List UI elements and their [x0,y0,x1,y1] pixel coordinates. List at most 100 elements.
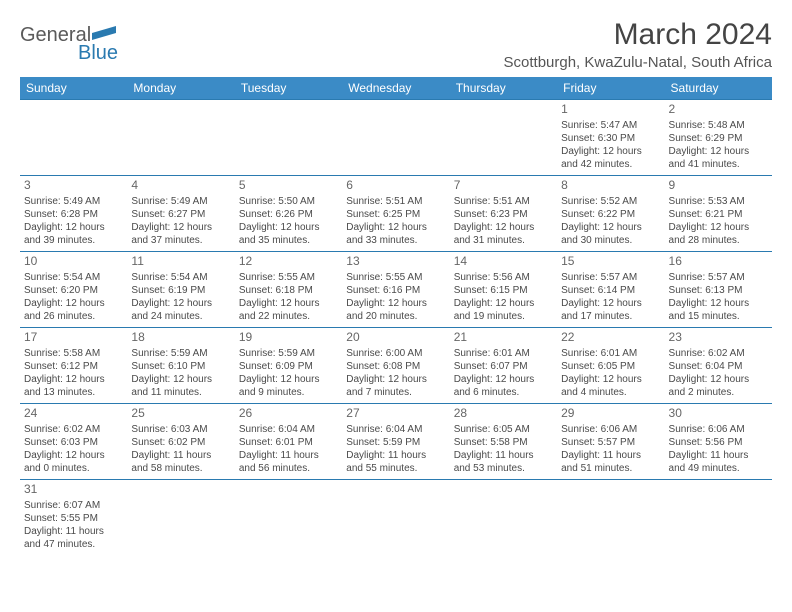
daylight-text: and 51 minutes. [561,462,660,475]
day-number: 12 [239,254,338,270]
sunset-text: Sunset: 6:22 PM [561,208,660,221]
calendar-cell: 16Sunrise: 5:57 AMSunset: 6:13 PMDayligh… [665,252,772,328]
calendar-row: 17Sunrise: 5:58 AMSunset: 6:12 PMDayligh… [20,328,772,404]
daylight-text: and 4 minutes. [561,386,660,399]
day-number: 31 [24,482,123,498]
location: Scottburgh, KwaZulu-Natal, South Africa [504,54,772,71]
calendar-cell: 19Sunrise: 5:59 AMSunset: 6:09 PMDayligh… [235,328,342,404]
calendar-cell: 6Sunrise: 5:51 AMSunset: 6:25 PMDaylight… [342,176,449,252]
sunrise-text: Sunrise: 5:54 AM [131,271,230,284]
day-header-row: Sunday Monday Tuesday Wednesday Thursday… [20,77,772,100]
daylight-text: Daylight: 12 hours [24,221,123,234]
sunset-text: Sunset: 5:55 PM [24,512,123,525]
calendar-body: 1Sunrise: 5:47 AMSunset: 6:30 PMDaylight… [20,100,772,556]
calendar-cell: 13Sunrise: 5:55 AMSunset: 6:16 PMDayligh… [342,252,449,328]
sunrise-text: Sunrise: 5:57 AM [669,271,768,284]
daylight-text: and 41 minutes. [669,158,768,171]
sunset-text: Sunset: 6:19 PM [131,284,230,297]
sunrise-text: Sunrise: 5:55 AM [346,271,445,284]
sunset-text: Sunset: 6:26 PM [239,208,338,221]
calendar-cell: 5Sunrise: 5:50 AMSunset: 6:26 PMDaylight… [235,176,342,252]
daylight-text: Daylight: 12 hours [24,449,123,462]
month-title: March 2024 [504,18,772,52]
calendar-cell: 1Sunrise: 5:47 AMSunset: 6:30 PMDaylight… [557,100,664,176]
daylight-text: and 7 minutes. [346,386,445,399]
sunrise-text: Sunrise: 5:53 AM [669,195,768,208]
calendar-cell: 22Sunrise: 6:01 AMSunset: 6:05 PMDayligh… [557,328,664,404]
calendar-cell: 15Sunrise: 5:57 AMSunset: 6:14 PMDayligh… [557,252,664,328]
calendar-cell [450,100,557,176]
day-number: 4 [131,178,230,194]
sunrise-text: Sunrise: 5:49 AM [24,195,123,208]
sunset-text: Sunset: 6:27 PM [131,208,230,221]
calendar-cell: 25Sunrise: 6:03 AMSunset: 6:02 PMDayligh… [127,404,234,480]
calendar-cell: 11Sunrise: 5:54 AMSunset: 6:19 PMDayligh… [127,252,234,328]
calendar-cell: 9Sunrise: 5:53 AMSunset: 6:21 PMDaylight… [665,176,772,252]
day-number: 20 [346,330,445,346]
day-header: Thursday [450,77,557,100]
calendar-cell [235,480,342,556]
sunrise-text: Sunrise: 6:04 AM [239,423,338,436]
calendar-cell [665,480,772,556]
sunrise-text: Sunrise: 5:51 AM [346,195,445,208]
day-number: 21 [454,330,553,346]
day-number: 8 [561,178,660,194]
daylight-text: Daylight: 12 hours [239,297,338,310]
day-number: 26 [239,406,338,422]
calendar-cell: 31Sunrise: 6:07 AMSunset: 5:55 PMDayligh… [20,480,127,556]
daylight-text: Daylight: 12 hours [561,373,660,386]
daylight-text: and 22 minutes. [239,310,338,323]
sunset-text: Sunset: 6:03 PM [24,436,123,449]
sunset-text: Sunset: 6:10 PM [131,360,230,373]
daylight-text: Daylight: 11 hours [239,449,338,462]
day-number: 29 [561,406,660,422]
calendar-cell: 20Sunrise: 6:00 AMSunset: 6:08 PMDayligh… [342,328,449,404]
daylight-text: and 39 minutes. [24,234,123,247]
sunrise-text: Sunrise: 5:55 AM [239,271,338,284]
daylight-text: and 2 minutes. [669,386,768,399]
sunset-text: Sunset: 6:23 PM [454,208,553,221]
day-number: 15 [561,254,660,270]
calendar-cell: 21Sunrise: 6:01 AMSunset: 6:07 PMDayligh… [450,328,557,404]
day-number: 3 [24,178,123,194]
daylight-text: Daylight: 12 hours [131,297,230,310]
sunset-text: Sunset: 6:16 PM [346,284,445,297]
sunrise-text: Sunrise: 6:03 AM [131,423,230,436]
calendar-cell: 23Sunrise: 6:02 AMSunset: 6:04 PMDayligh… [665,328,772,404]
calendar-row: 24Sunrise: 6:02 AMSunset: 6:03 PMDayligh… [20,404,772,480]
day-number: 30 [669,406,768,422]
day-number: 19 [239,330,338,346]
daylight-text: and 13 minutes. [24,386,123,399]
sunrise-text: Sunrise: 5:57 AM [561,271,660,284]
sunset-text: Sunset: 6:15 PM [454,284,553,297]
header: GeneralBlue March 2024 Scottburgh, KwaZu… [20,18,772,71]
daylight-text: and 31 minutes. [454,234,553,247]
sunrise-text: Sunrise: 5:56 AM [454,271,553,284]
daylight-text: and 11 minutes. [131,386,230,399]
calendar-cell: 4Sunrise: 5:49 AMSunset: 6:27 PMDaylight… [127,176,234,252]
daylight-text: Daylight: 12 hours [669,373,768,386]
daylight-text: and 26 minutes. [24,310,123,323]
sunset-text: Sunset: 6:09 PM [239,360,338,373]
day-header: Monday [127,77,234,100]
calendar-cell: 17Sunrise: 5:58 AMSunset: 6:12 PMDayligh… [20,328,127,404]
daylight-text: Daylight: 12 hours [561,297,660,310]
daylight-text: Daylight: 11 hours [669,449,768,462]
daylight-text: and 28 minutes. [669,234,768,247]
calendar-cell: 18Sunrise: 5:59 AMSunset: 6:10 PMDayligh… [127,328,234,404]
day-number: 11 [131,254,230,270]
sunset-text: Sunset: 6:02 PM [131,436,230,449]
day-number: 6 [346,178,445,194]
daylight-text: Daylight: 12 hours [131,373,230,386]
calendar-cell: 26Sunrise: 6:04 AMSunset: 6:01 PMDayligh… [235,404,342,480]
daylight-text: Daylight: 12 hours [239,221,338,234]
daylight-text: and 17 minutes. [561,310,660,323]
day-number: 24 [24,406,123,422]
daylight-text: and 35 minutes. [239,234,338,247]
sunrise-text: Sunrise: 5:48 AM [669,119,768,132]
sunset-text: Sunset: 5:57 PM [561,436,660,449]
sunset-text: Sunset: 6:25 PM [346,208,445,221]
day-number: 2 [669,102,768,118]
daylight-text: and 49 minutes. [669,462,768,475]
daylight-text: and 15 minutes. [669,310,768,323]
